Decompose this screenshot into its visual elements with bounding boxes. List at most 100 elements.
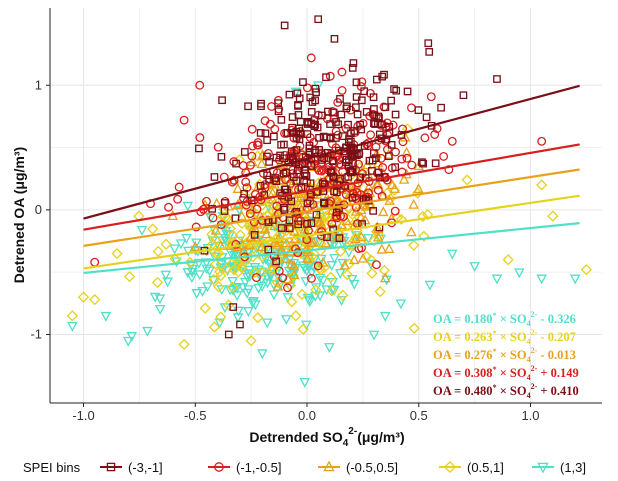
data-point <box>417 210 429 223</box>
data-point <box>374 119 382 128</box>
data-point <box>346 208 359 221</box>
data-point <box>197 286 208 297</box>
data-point <box>313 261 323 271</box>
data-point <box>241 177 251 187</box>
data-point <box>277 224 286 232</box>
data-point <box>208 276 219 286</box>
data-point <box>318 156 327 164</box>
data-point <box>332 118 340 126</box>
data-point <box>336 296 347 307</box>
data-point <box>461 174 473 186</box>
data-point <box>327 219 337 229</box>
legend-item: (1,3] <box>532 460 586 475</box>
data-point <box>317 231 326 241</box>
data-point <box>245 335 257 347</box>
data-point <box>265 175 273 184</box>
data-point <box>407 103 416 113</box>
data-point <box>493 75 501 83</box>
data-point <box>256 158 267 169</box>
legend-swatch-marker <box>443 460 457 474</box>
data-point <box>287 197 296 206</box>
data-point <box>311 96 320 105</box>
data-point <box>386 212 397 223</box>
data-point <box>250 231 259 239</box>
data-point <box>332 213 342 223</box>
data-point <box>329 172 337 181</box>
data-point <box>274 266 284 276</box>
data-point <box>264 245 273 254</box>
data-point <box>224 222 236 235</box>
regression-line <box>83 222 580 275</box>
data-point <box>319 210 332 223</box>
data-point <box>272 239 283 250</box>
data-point <box>263 171 271 180</box>
data-point <box>306 268 318 279</box>
data-point <box>243 185 255 197</box>
data-point <box>315 146 323 154</box>
data-point <box>348 167 357 176</box>
data-point <box>268 184 280 197</box>
data-point <box>292 133 301 142</box>
data-point <box>343 239 356 251</box>
data-point <box>332 208 341 217</box>
data-point <box>424 280 436 291</box>
data-point <box>122 336 134 347</box>
data-point <box>247 124 257 134</box>
data-point <box>234 229 246 241</box>
data-point <box>232 159 240 168</box>
data-point <box>217 152 226 161</box>
data-point <box>208 213 218 223</box>
data-point <box>227 277 239 287</box>
data-point <box>90 257 100 267</box>
data-point <box>270 124 280 134</box>
data-point <box>332 188 341 197</box>
data-point <box>307 273 316 283</box>
data-point <box>329 108 338 117</box>
data-point <box>383 148 394 159</box>
legend-swatch-marker <box>537 462 549 474</box>
data-point <box>231 239 241 249</box>
data-point <box>282 168 291 177</box>
data-point <box>182 201 194 212</box>
data-point <box>272 257 280 266</box>
regression-lines <box>83 84 580 275</box>
data-point <box>300 176 308 185</box>
data-point <box>260 228 272 239</box>
data-point <box>350 127 359 135</box>
data-point <box>399 131 411 142</box>
data-point <box>281 315 292 326</box>
data-point <box>269 220 280 231</box>
data-point <box>238 245 250 256</box>
data-point <box>368 330 380 341</box>
data-point <box>356 120 364 129</box>
data-point <box>322 73 330 82</box>
data-point <box>277 274 289 285</box>
data-point <box>371 148 382 159</box>
regression-equation: OA = 0.263* × SO42- - 0.207 <box>433 328 576 346</box>
data-point <box>360 87 368 96</box>
data-point <box>370 119 378 128</box>
data-point <box>407 160 417 170</box>
data-point <box>313 188 325 200</box>
data-point <box>447 136 457 146</box>
data-point <box>304 253 316 266</box>
data-point <box>195 80 205 90</box>
data-point <box>210 224 222 235</box>
data-point <box>214 318 226 329</box>
data-point <box>273 232 284 243</box>
data-point <box>241 168 251 178</box>
data-point <box>418 158 426 167</box>
data-point <box>299 78 307 86</box>
data-point <box>354 159 363 169</box>
data-point <box>171 257 182 268</box>
data-point <box>272 153 281 162</box>
data-point <box>345 156 353 165</box>
data-point <box>379 272 391 283</box>
data-point <box>387 140 396 149</box>
data-point <box>384 194 395 205</box>
x-axis-label: Detrended SO42-(μg/m³) <box>249 426 404 449</box>
data-point <box>267 193 278 204</box>
data-point <box>201 264 213 275</box>
data-point <box>250 223 261 234</box>
